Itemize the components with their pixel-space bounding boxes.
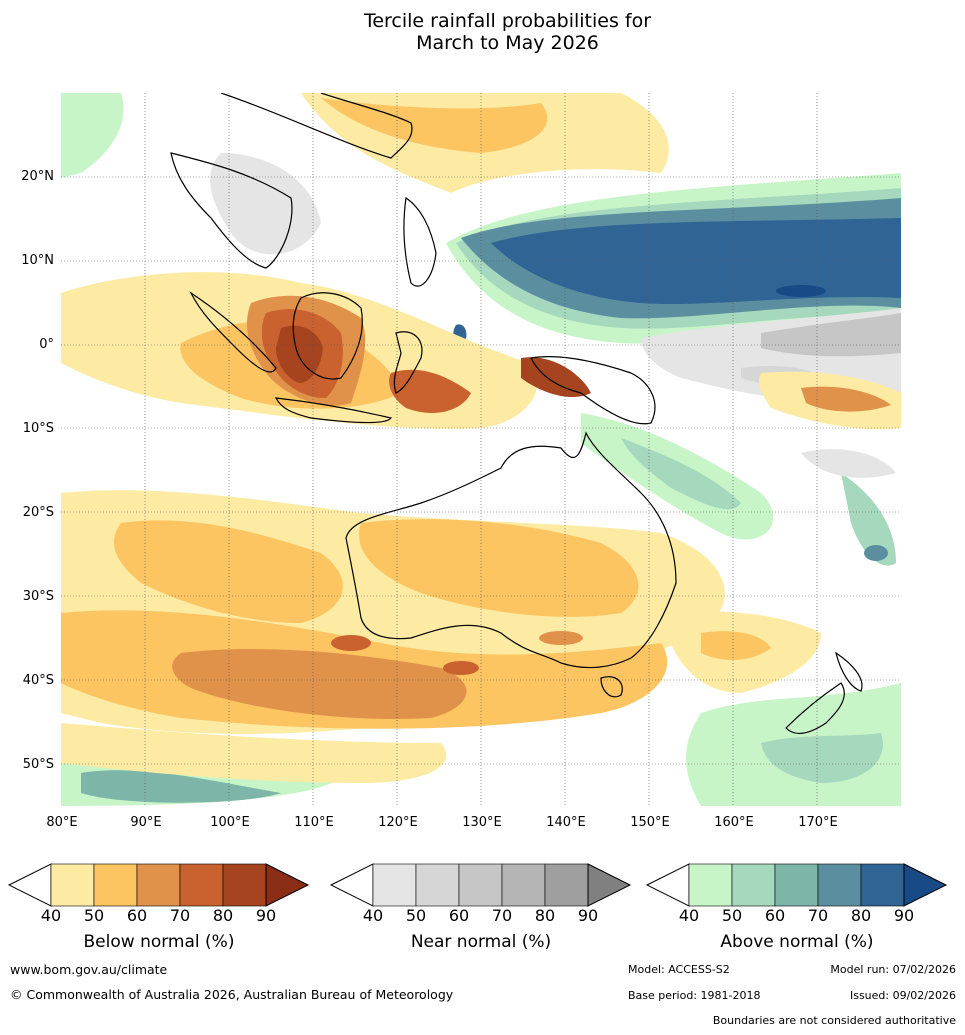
model-run-date: Model run: 07/02/2026 xyxy=(830,963,956,976)
legend-tick: 40 xyxy=(678,906,700,925)
website-link[interactable]: www.bom.gov.au/climate xyxy=(10,962,168,977)
lon-label: 110°E xyxy=(294,815,334,830)
new-zealand-north-outline xyxy=(835,651,863,692)
lat-label: 20°N xyxy=(21,169,54,184)
lat-label: 30°S xyxy=(22,589,54,604)
legend-title: Near normal (%) xyxy=(410,932,552,952)
legend-above-normal: 40 50 60 70 80 90 Above normal (%) xyxy=(646,862,948,962)
colorbar-below-normal xyxy=(8,863,310,907)
legend-tick: 40 xyxy=(362,906,384,925)
china-coast-outline xyxy=(220,93,413,159)
lon-label: 100°E xyxy=(210,815,250,830)
legend-title: Below normal (%) xyxy=(83,932,235,952)
lat-label: 40°S xyxy=(22,673,54,688)
indochina-outline xyxy=(170,152,293,269)
lat-label: 0° xyxy=(39,337,54,352)
legend-tick: 70 xyxy=(491,906,513,925)
legend-tick: 70 xyxy=(169,906,191,925)
philippines-outline xyxy=(403,196,437,287)
java-outline xyxy=(274,397,393,424)
borneo-outline xyxy=(292,292,363,380)
copyright-text: © Commonwealth of Australia 2026, Austra… xyxy=(10,987,454,1002)
boundaries-disclaimer: Boundaries are not considered authoritat… xyxy=(712,1014,956,1027)
legend-below-normal: 40 50 60 70 80 90 Below normal (%) xyxy=(8,862,310,962)
new-guinea-outline xyxy=(530,356,656,425)
legend-tick: 80 xyxy=(850,906,872,925)
legend-tick: 80 xyxy=(534,906,556,925)
legend-tick: 90 xyxy=(577,906,599,925)
lon-label: 90°E xyxy=(130,815,162,830)
lon-label: 80°E xyxy=(46,815,78,830)
coastlines xyxy=(170,93,863,735)
lat-label: 20°S xyxy=(22,505,54,520)
legend-tick: 60 xyxy=(764,906,786,925)
lat-label: 50°S xyxy=(22,757,54,772)
title-line-2: March to May 2026 xyxy=(416,32,599,54)
title-line-1: Tercile rainfall probabilities for xyxy=(363,10,652,32)
legend-tick: 70 xyxy=(807,906,829,925)
new-zealand-outline xyxy=(785,682,845,735)
legend-tick: 80 xyxy=(212,906,234,925)
legend-tick: 50 xyxy=(721,906,743,925)
lon-label: 170°E xyxy=(798,815,838,830)
lon-label: 140°E xyxy=(546,815,586,830)
map-title: Tercile rainfall probabilities for March… xyxy=(0,10,965,54)
graticule xyxy=(61,93,901,806)
legend-title: Above normal (%) xyxy=(720,932,874,952)
colorbar-near-normal xyxy=(330,863,632,907)
legend-tick: 60 xyxy=(448,906,470,925)
australia-outline xyxy=(345,431,677,669)
legend-tick: 40 xyxy=(40,906,62,925)
above-normal-areas xyxy=(61,93,901,806)
legend-tick: 60 xyxy=(126,906,148,925)
issued-date: Issued: 09/02/2026 xyxy=(849,989,956,1002)
tasmania-outline xyxy=(600,676,623,698)
legend-near-normal: 40 50 60 70 80 90 Near normal (%) xyxy=(330,862,632,962)
legend-tick: 90 xyxy=(893,906,915,925)
lon-label: 130°E xyxy=(462,815,502,830)
lon-label: 150°E xyxy=(630,815,670,830)
lon-label: 120°E xyxy=(378,815,418,830)
lat-label: 10°S xyxy=(22,421,54,436)
probability-map xyxy=(61,93,901,806)
base-period: Base period: 1981-2018 xyxy=(628,989,761,1002)
below-normal-areas xyxy=(61,93,901,783)
legend-tick: 50 xyxy=(83,906,105,925)
colorbar-above-normal xyxy=(646,863,948,907)
lon-label: 160°E xyxy=(714,815,754,830)
model-name: Model: ACCESS-S2 xyxy=(628,963,730,976)
legend-tick: 50 xyxy=(405,906,427,925)
legend-tick: 90 xyxy=(255,906,277,925)
lat-label: 10°N xyxy=(21,253,54,268)
